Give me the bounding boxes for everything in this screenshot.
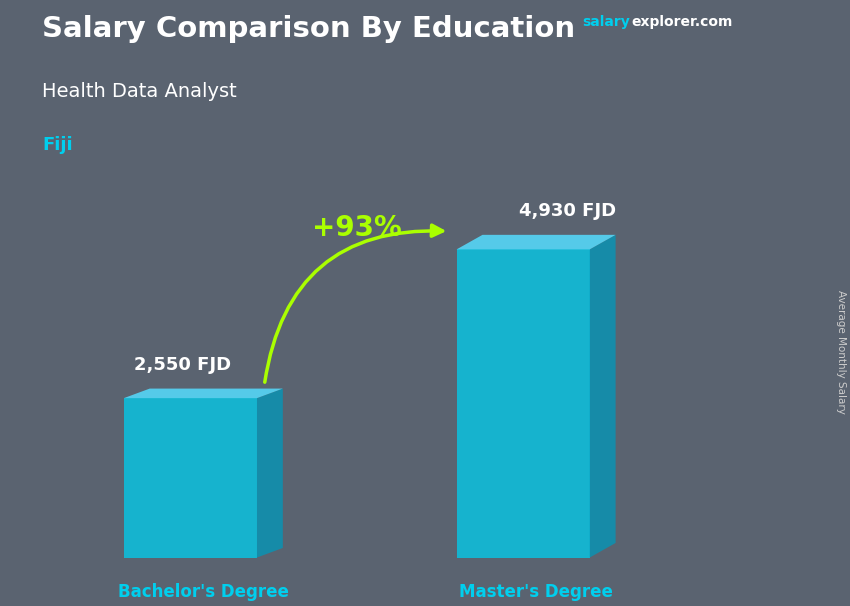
Text: Health Data Analyst: Health Data Analyst [42,82,237,101]
Polygon shape [456,250,590,558]
Text: 4,930 FJD: 4,930 FJD [519,202,616,221]
Text: explorer.com: explorer.com [632,15,733,29]
Text: Master's Degree: Master's Degree [459,583,613,601]
Text: Salary Comparison By Education: Salary Comparison By Education [42,15,575,43]
Polygon shape [590,235,615,558]
Text: Fiji: Fiji [42,136,73,155]
Text: Bachelor's Degree: Bachelor's Degree [118,583,289,601]
Polygon shape [124,398,257,558]
Text: +93%: +93% [312,214,402,242]
Text: 2,550 FJD: 2,550 FJD [134,356,231,374]
Polygon shape [124,388,283,398]
Text: salary: salary [582,15,630,29]
Polygon shape [257,388,283,558]
Text: Average Monthly Salary: Average Monthly Salary [836,290,846,413]
Polygon shape [456,235,615,250]
